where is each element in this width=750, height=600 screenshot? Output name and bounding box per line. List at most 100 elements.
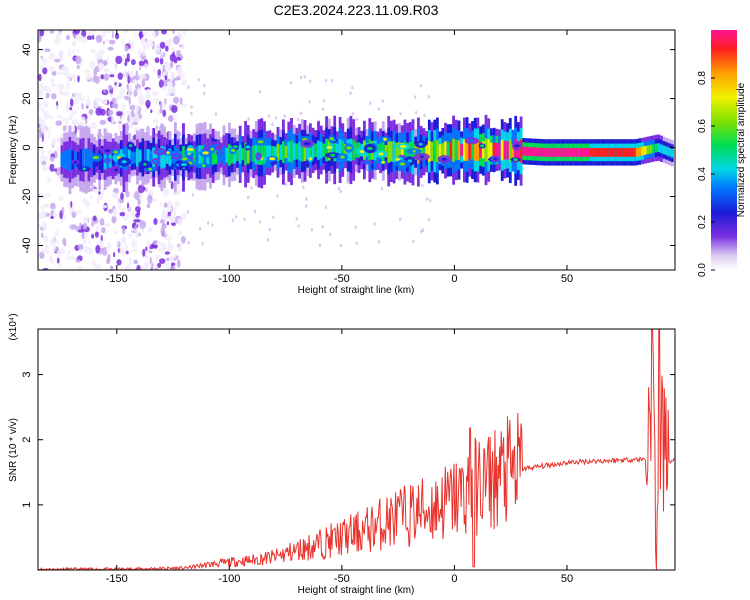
- ridge-cell: [427, 140, 431, 162]
- ridge-cell: [209, 145, 212, 167]
- noise-speckle: [143, 261, 149, 269]
- noise-speckle: [123, 70, 127, 77]
- noise-speckle: [351, 112, 355, 116]
- noise-speckle: [58, 51, 64, 60]
- noise-speckle: [70, 73, 76, 79]
- noise-speckle: [101, 226, 106, 234]
- ridge-cell: [433, 140, 437, 162]
- noise-speckle: [152, 198, 158, 202]
- ridge-cell: [595, 148, 599, 157]
- ridge-cell: [128, 149, 131, 167]
- noise-speckle: [111, 265, 114, 270]
- noise-speckle: [92, 34, 95, 40]
- noise-speckle: [180, 43, 185, 50]
- noise-speckle: [62, 117, 66, 122]
- ridge-cell: [336, 143, 339, 157]
- ridge-cell: [152, 147, 156, 168]
- noise-speckle: [337, 186, 341, 191]
- ridge-blob-core: [153, 159, 159, 163]
- noise-speckle: [100, 74, 105, 80]
- noise-speckle: [40, 232, 44, 238]
- ridge-cell: [198, 145, 202, 168]
- ridge-cell: [633, 148, 636, 157]
- ridge-cell: [560, 148, 563, 157]
- noise-speckle: [179, 97, 183, 106]
- noise-speckle: [171, 222, 176, 227]
- ridge-blob-core: [441, 157, 447, 161]
- ridge-cell: [160, 146, 164, 169]
- ridge-cell: [425, 144, 428, 159]
- noise-speckle: [98, 191, 101, 195]
- snr-y-label: SNR (10 * v/v): [8, 418, 19, 482]
- noise-speckle: [56, 239, 59, 245]
- noise-speckle: [297, 117, 300, 122]
- noise-speckle: [113, 252, 116, 258]
- noise-speckle: [54, 36, 61, 46]
- noise-speckle: [76, 36, 84, 42]
- noise-speckle: [73, 110, 77, 115]
- ridge-blob-core: [202, 164, 206, 168]
- ridge-blob-core: [245, 145, 251, 149]
- noise-speckle: [76, 65, 80, 70]
- noise-speckle: [138, 60, 144, 67]
- ridge-cell: [557, 148, 561, 157]
- x-tick-label: -100: [218, 573, 240, 585]
- ridge-cell: [630, 148, 634, 157]
- noise-speckle: [318, 243, 322, 247]
- noise-speckle: [122, 38, 125, 46]
- noise-speckle: [268, 227, 271, 232]
- ridge-cell: [295, 143, 299, 160]
- noise-speckle: [138, 95, 145, 104]
- noise-speckle: [186, 210, 189, 214]
- noise-speckle: [150, 42, 154, 47]
- noise-speckle: [61, 65, 69, 72]
- noise-speckle: [167, 81, 171, 86]
- noise-speckle: [310, 227, 314, 232]
- spectrogram-frame: [37, 29, 676, 271]
- noise-speckle: [247, 195, 250, 200]
- spectrogram-cells: [38, 30, 674, 270]
- noise-speckle: [170, 235, 173, 240]
- ridge-cell: [276, 143, 280, 161]
- noise-speckle: [166, 221, 170, 226]
- noise-speckle: [234, 215, 238, 219]
- ridge-blob-core: [128, 144, 133, 148]
- colorbar-ticks: 0.0 0.2 0.4 0.6 0.8: [697, 71, 715, 277]
- noise-speckle: [355, 241, 358, 245]
- noise-speckle: [103, 73, 109, 81]
- noise-speckle: [106, 30, 111, 34]
- noise-speckle: [167, 211, 171, 217]
- noise-speckle: [160, 51, 164, 59]
- noise-speckle: [172, 87, 176, 96]
- noise-speckle: [197, 77, 200, 82]
- noise-speckle: [159, 102, 163, 109]
- ridge-cell: [541, 147, 545, 157]
- noise-speckle: [121, 249, 125, 256]
- noise-speckle: [85, 118, 88, 124]
- noise-speckle: [41, 125, 47, 134]
- noise-speckle: [102, 40, 105, 45]
- noise-speckle: [128, 233, 133, 238]
- noise-speckle: [100, 98, 108, 105]
- snr-y-multiplier: (x10⁴): [8, 313, 19, 340]
- ridge-blob-core: [326, 145, 333, 149]
- noise-speckle: [377, 107, 380, 111]
- noise-speckle: [323, 99, 326, 103]
- noise-speckle: [65, 70, 71, 80]
- noise-speckle: [165, 93, 171, 97]
- x-tick-label: -100: [218, 273, 240, 285]
- noise-speckle: [159, 202, 163, 207]
- noise-speckle: [211, 223, 214, 227]
- noise-speckle: [164, 64, 169, 73]
- noise-speckle: [169, 265, 176, 270]
- noise-speckle: [62, 237, 67, 245]
- noise-speckle: [182, 30, 187, 35]
- ridge-cell: [273, 146, 277, 159]
- ridge-blob-core: [378, 152, 384, 156]
- noise-speckle: [174, 116, 178, 121]
- noise-speckle: [159, 57, 164, 65]
- noise-speckle: [39, 119, 46, 128]
- noise-speckle: [157, 69, 161, 76]
- noise-speckle: [163, 245, 166, 253]
- noise-speckle: [111, 30, 114, 39]
